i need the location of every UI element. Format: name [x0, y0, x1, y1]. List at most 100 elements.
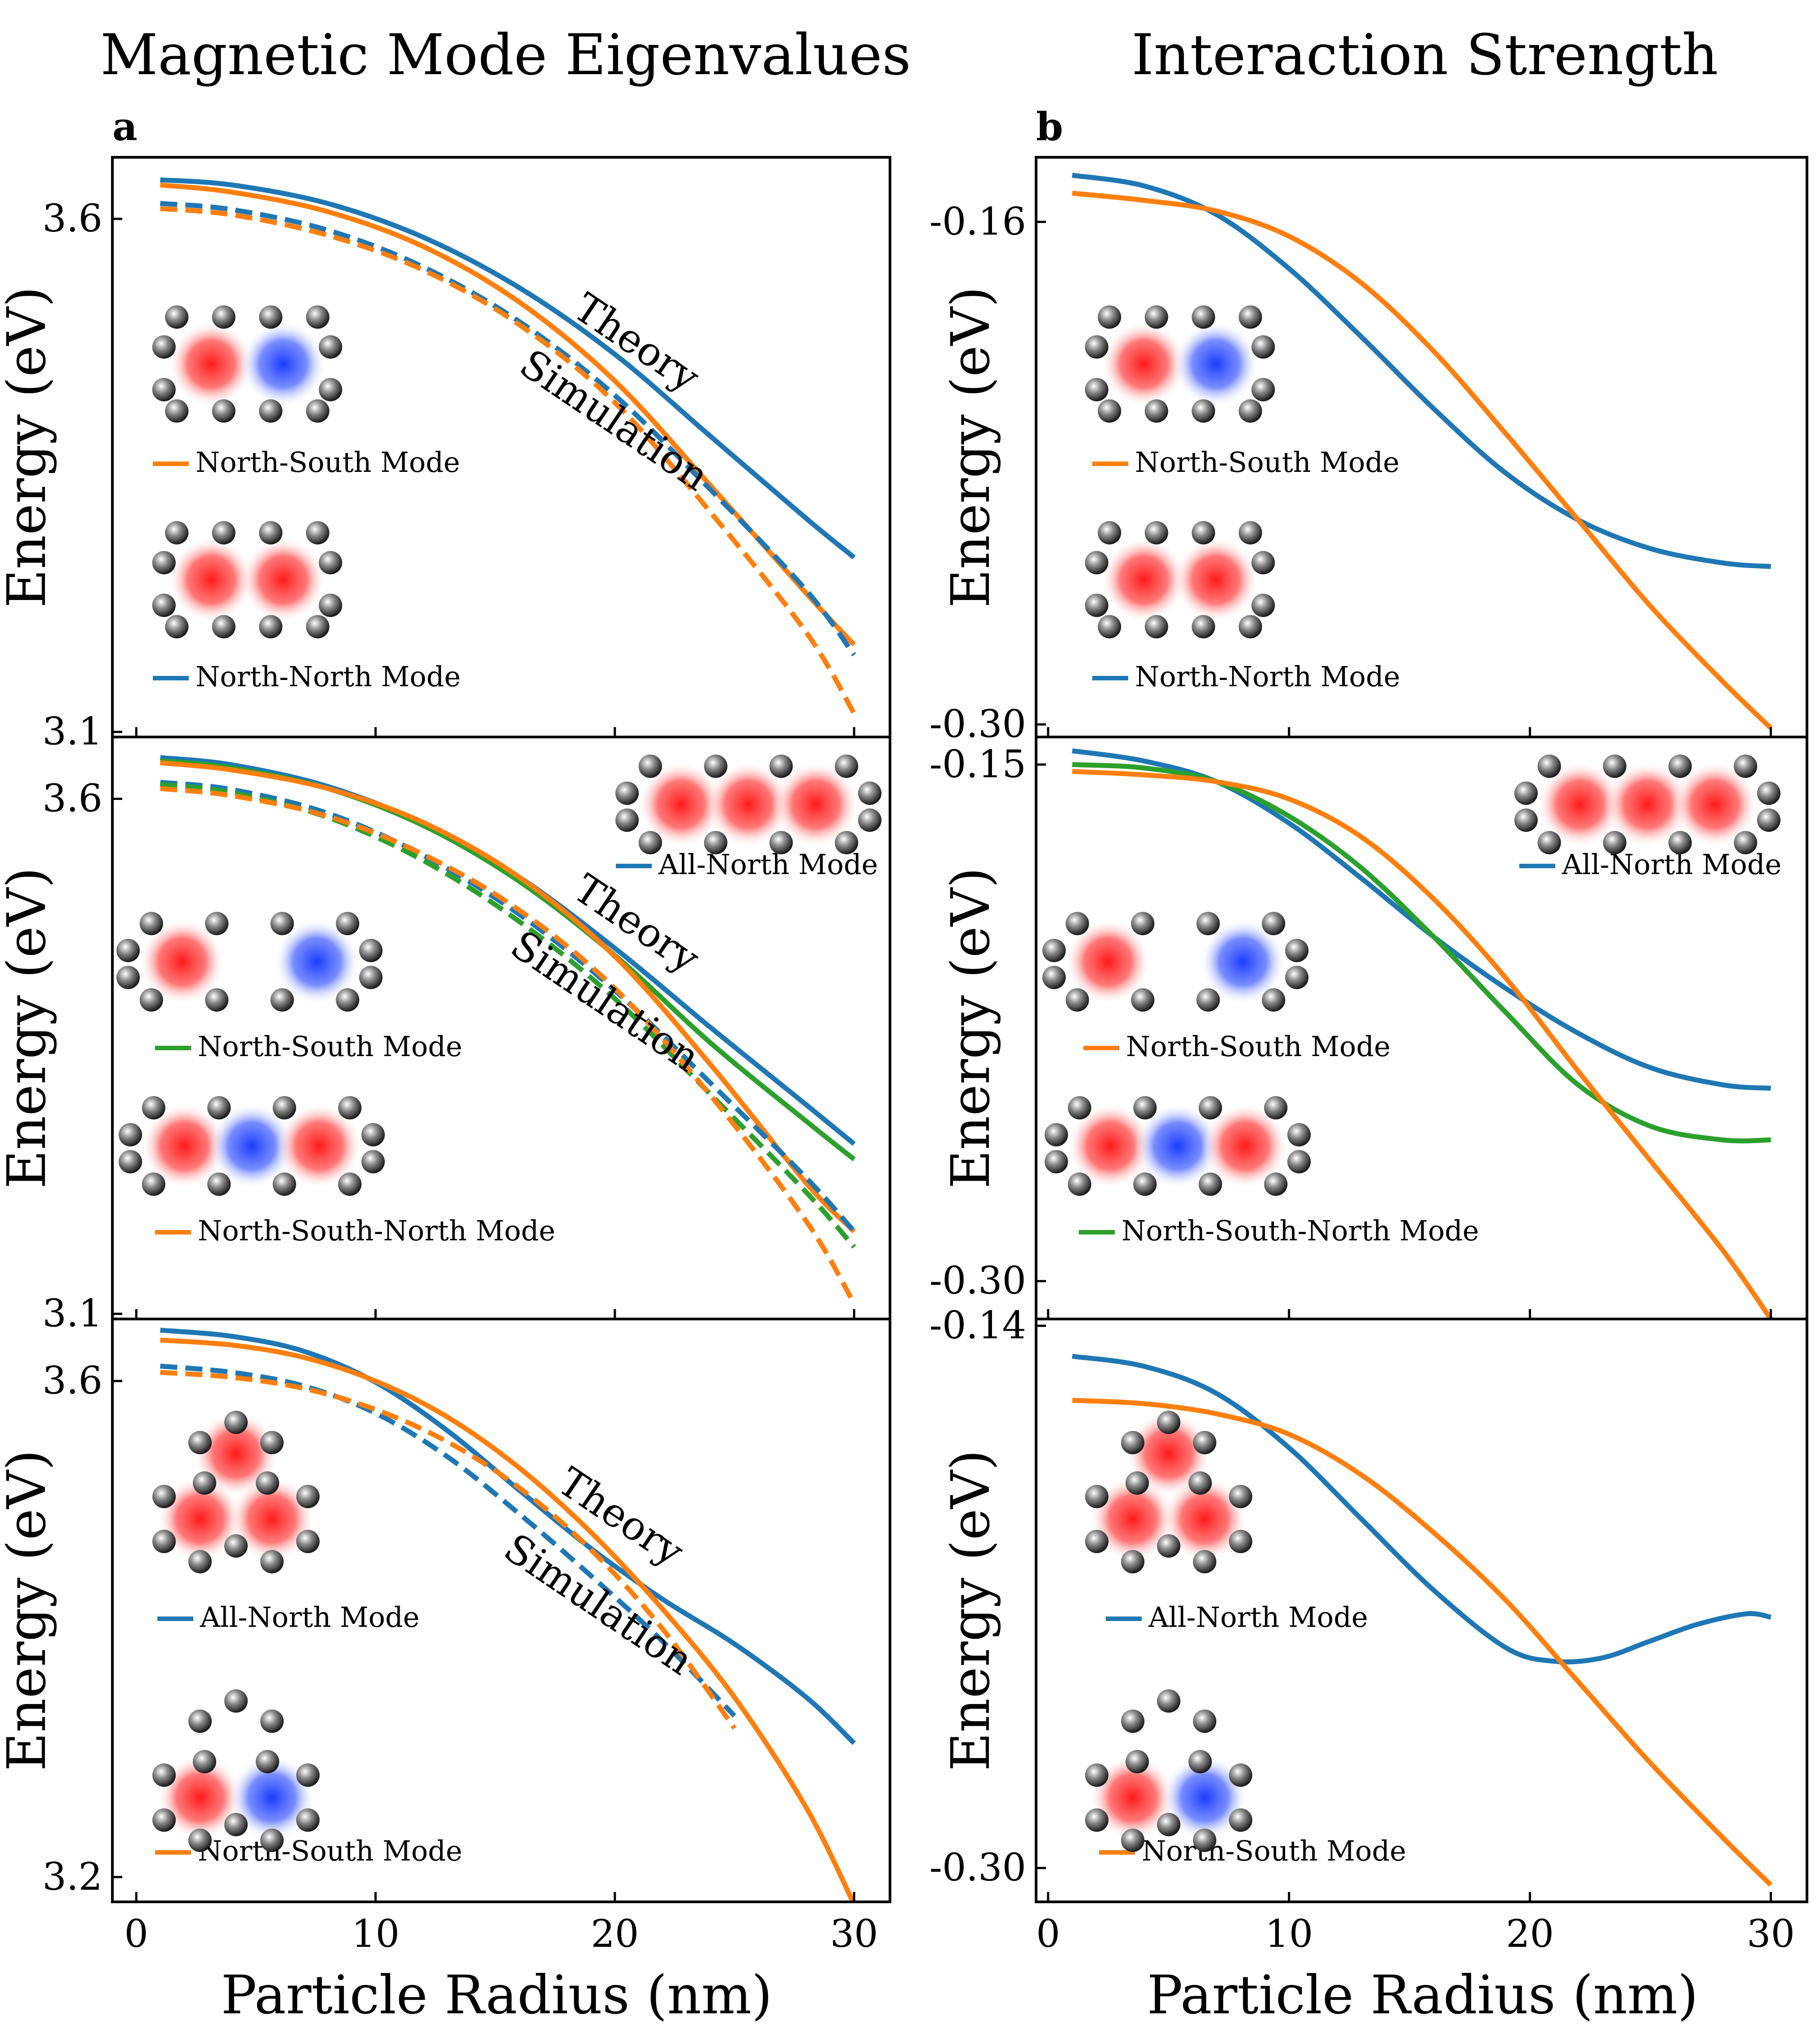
mode-icon-a1-1 — [152, 521, 343, 639]
nanoparticle-dot — [361, 1150, 385, 1173]
panel-letter-a: a — [112, 104, 138, 150]
nanoparticle-dot — [615, 782, 639, 805]
mode-icon-b3-1 — [1085, 1689, 1252, 1852]
nanoparticle-dot — [1193, 1829, 1216, 1852]
column-title-b: Interaction Strength — [1132, 22, 1718, 88]
legend-label: North-South Mode — [196, 446, 460, 479]
nanoparticle-dot — [152, 1485, 176, 1508]
nanoparticle-dot — [1287, 1150, 1311, 1173]
nanoparticle-dot — [1098, 521, 1121, 545]
mode-icon-a1-0 — [152, 306, 343, 423]
nanoparticle-dot — [271, 988, 294, 1012]
nanoparticle-dot — [1145, 615, 1168, 639]
south-mode-glow — [1173, 321, 1259, 407]
nanoparticle-dot — [835, 831, 858, 854]
nanoparticle-dot — [1133, 1172, 1157, 1196]
nanoparticle-dot — [1098, 400, 1121, 423]
y-tick-label: 3.6 — [42, 777, 102, 821]
nanoparticle-dot — [259, 521, 282, 545]
nanoparticle-dot — [1131, 912, 1154, 935]
nanoparticle-dot — [1192, 306, 1215, 329]
x-tick-label: 0 — [1036, 1912, 1060, 1956]
nanoparticle-dot — [152, 1530, 176, 1553]
legend-label: North-South Mode — [1126, 1030, 1391, 1063]
nanoparticle-dot — [119, 1150, 142, 1173]
mode-icon-b1-0 — [1085, 306, 1275, 423]
column-title-a: Magnetic Mode Eigenvalues — [100, 22, 911, 88]
nanoparticle-dot — [1239, 615, 1262, 639]
nanoparticle-dot — [259, 400, 282, 423]
x-tick-label: 20 — [591, 1912, 639, 1956]
nanoparticle-dot — [165, 400, 188, 423]
nanoparticle-dot — [1262, 988, 1285, 1012]
y-tick-label: -0.30 — [930, 1259, 1026, 1303]
nanoparticle-dot — [152, 594, 176, 617]
mode-icon-b2-1 — [1042, 912, 1308, 1012]
nanoparticle-dot — [152, 378, 176, 401]
nanoparticle-dot — [770, 755, 793, 778]
nanoparticle-dot — [259, 615, 282, 639]
nanoparticle-dot — [1157, 1534, 1180, 1558]
nanoparticle-dot — [1085, 1763, 1108, 1787]
legend-label: North-South Mode — [1135, 446, 1400, 479]
nanoparticle-dot — [140, 912, 163, 935]
legend-label: North-South-North Mode — [198, 1214, 556, 1247]
nanoparticle-dot — [1197, 912, 1220, 935]
nanoparticle-dot — [1251, 551, 1275, 574]
nanoparticle-dot — [319, 378, 342, 401]
nanoparticle-dot — [119, 1123, 142, 1146]
nanoparticle-dot — [1131, 988, 1154, 1012]
y-axis-label: Energy (eV) — [0, 1450, 58, 1771]
nanoparticle-dot — [1192, 400, 1215, 423]
nanoparticle-dot — [1251, 335, 1275, 359]
nanoparticle-dot — [1239, 400, 1262, 423]
x-tick-label: 20 — [1506, 1912, 1554, 1956]
nanoparticle-dot — [1157, 1689, 1180, 1713]
nanoparticle-dot — [1121, 1829, 1144, 1852]
nanoparticle-dot — [271, 912, 294, 935]
nanoparticle-dot — [259, 306, 282, 329]
nanoparticle-dot — [212, 306, 236, 329]
y-tick-label: -0.16 — [930, 200, 1026, 244]
nanoparticle-dot — [142, 1172, 165, 1196]
x-tick-label: 0 — [125, 1912, 148, 1956]
nanoparticle-dot — [207, 1096, 231, 1119]
nanoparticle-dot — [338, 1096, 361, 1119]
y-tick-label: 3.6 — [42, 196, 102, 240]
mode-icon-b1-1 — [1085, 521, 1275, 639]
nanoparticle-dot — [1229, 1530, 1252, 1553]
nanoparticle-dot — [1264, 1172, 1287, 1196]
nanoparticle-dot — [1126, 1471, 1149, 1495]
nanoparticle-dot — [1229, 1808, 1252, 1832]
nanoparticle-dot — [152, 1808, 176, 1832]
nanoparticle-dot — [1757, 808, 1780, 832]
nanoparticle-dot — [1085, 594, 1108, 617]
nanoparticle-dot — [1193, 1431, 1216, 1454]
y-axis-label: Energy (eV) — [939, 867, 1001, 1189]
nanoparticle-dot — [207, 1172, 231, 1196]
nanoparticle-dot — [188, 1710, 212, 1733]
nanoparticle-dot — [142, 1096, 165, 1119]
nanoparticle-dot — [165, 306, 188, 329]
nanoparticle-dot — [296, 1808, 320, 1832]
nanoparticle-dot — [140, 988, 163, 1012]
nanoparticle-dot — [319, 335, 342, 359]
nanoparticle-dot — [116, 966, 140, 989]
mode-icon-a2-2 — [119, 1096, 385, 1196]
nanoparticle-dot — [193, 1750, 216, 1773]
nanoparticle-dot — [359, 939, 383, 962]
nanoparticle-dot — [212, 521, 236, 545]
nanoparticle-dot — [1085, 1530, 1108, 1553]
nanoparticle-dot — [1085, 378, 1108, 401]
y-tick-label: -0.30 — [930, 702, 1026, 746]
nanoparticle-dot — [212, 400, 236, 423]
nanoparticle-dot — [260, 1829, 284, 1852]
nanoparticle-dot — [1188, 1750, 1212, 1773]
nanoparticle-dot — [1264, 1096, 1287, 1119]
nanoparticle-dot — [296, 1485, 320, 1508]
north-mode-glow — [1173, 537, 1259, 622]
mode-icon-b2-0 — [1514, 755, 1780, 854]
nanoparticle-dot — [273, 1172, 296, 1196]
